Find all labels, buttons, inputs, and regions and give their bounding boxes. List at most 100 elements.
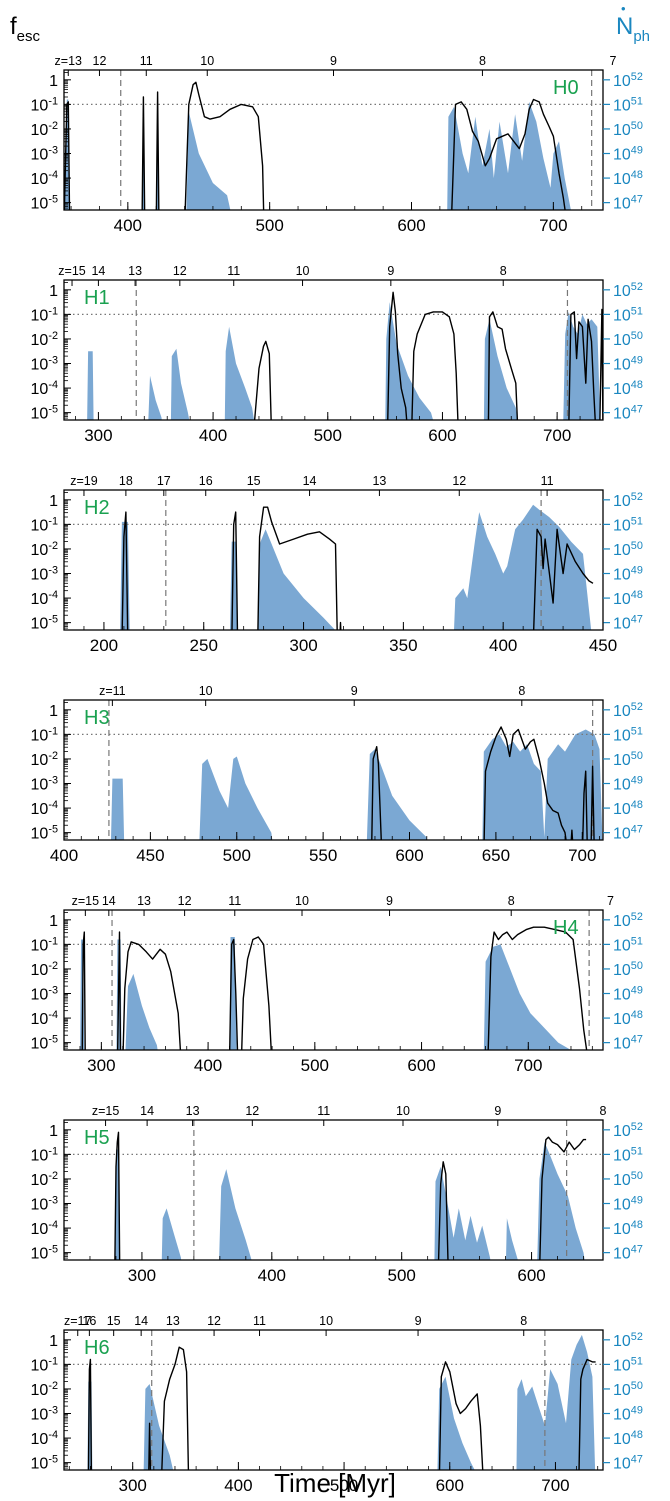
left-tick-label-exponent: -2 <box>48 540 58 552</box>
left-tick-label-exponent: -4 <box>48 379 58 391</box>
left-tick-label: 10-3 <box>31 1405 58 1424</box>
right-tick-label-exponent: 52 <box>631 911 643 923</box>
right-tick-label-base: 10 <box>613 406 631 423</box>
redshift-tick-label: 11 <box>140 54 153 68</box>
left-tick-label-exponent: -5 <box>48 1454 58 1466</box>
left-axis-title-subscript: esc <box>17 28 41 45</box>
left-tick-label: 10-3 <box>31 355 58 374</box>
redshift-tick-label: 9 <box>387 264 394 278</box>
nph-series-h5 <box>114 1142 585 1260</box>
redshift-tick-label: 9 <box>330 54 337 68</box>
nph-series-h6 <box>87 1334 596 1470</box>
x-axis-title: Time [Myr] <box>274 1468 396 1498</box>
left-tick-label: 10-3 <box>31 775 58 794</box>
left-tick-label: 1 <box>49 1123 58 1140</box>
x-tick-label: 300 <box>119 1476 147 1495</box>
redshift-tick-label: 16 <box>199 474 213 488</box>
right-tick-label-exponent: 51 <box>631 95 643 107</box>
x-tick-label: 500 <box>314 426 342 445</box>
left-tick-label: 10-3 <box>31 145 58 164</box>
right-tick-label: 1047 <box>613 1244 643 1263</box>
left-tick-label-base: 10 <box>31 1456 49 1473</box>
right-tick-label: 1048 <box>613 169 643 188</box>
plot-area-h5 <box>64 1120 603 1260</box>
left-tick-label: 10-4 <box>31 169 58 188</box>
x-tick-label: 600 <box>517 1266 545 1285</box>
right-tick-label: 1051 <box>613 1355 643 1374</box>
redshift-tick-label: 12 <box>452 474 466 488</box>
left-tick-label-base: 10 <box>31 307 49 324</box>
right-tick-label: 1051 <box>613 515 643 534</box>
left-tick-label-exponent: -4 <box>48 799 58 811</box>
x-tick-label: 350 <box>389 636 417 655</box>
right-tick-label-exponent: 47 <box>631 824 643 836</box>
redshift-tick-label: 10 <box>200 54 214 68</box>
right-tick-label: 1052 <box>613 1331 643 1350</box>
right-tick-label-base: 10 <box>613 542 631 559</box>
plot-area-h6 <box>64 1330 603 1470</box>
fesc-series-h2 <box>121 506 594 630</box>
plot-area-h4 <box>64 910 603 1050</box>
right-tick-label-exponent: 47 <box>631 1034 643 1046</box>
left-tick-label: 10-1 <box>31 515 58 534</box>
right-tick-label-base: 10 <box>613 1246 631 1263</box>
right-tick-label-exponent: 51 <box>631 1355 643 1367</box>
right-tick-label-base: 10 <box>613 1407 631 1424</box>
left-tick-label-exponent: -3 <box>48 355 58 367</box>
redshift-tick-label: z=15 <box>58 264 86 278</box>
redshift-tick-label: 10 <box>319 1314 333 1328</box>
right-tick-label-exponent: 50 <box>631 750 643 762</box>
x-tick-label: 600 <box>397 216 425 235</box>
left-tick-label-exponent: -1 <box>48 515 58 527</box>
right-tick-label-exponent: 48 <box>631 589 643 601</box>
left-tick-label-exponent: -2 <box>48 1170 58 1182</box>
right-tick-label-base: 10 <box>613 1036 631 1053</box>
left-tick-label-base: 10 <box>31 752 49 769</box>
left-tick-label: 1 <box>49 283 58 300</box>
right-tick-label-exponent: 52 <box>631 71 643 83</box>
redshift-tick-label: z=11 <box>99 684 126 698</box>
right-tick-label: 1049 <box>613 145 643 164</box>
left-tick-label-base: 10 <box>31 616 49 633</box>
left-tick-label-base: 10 <box>31 97 49 114</box>
left-tick-label-exponent: -3 <box>48 775 58 787</box>
left-tick-label-base: 10 <box>31 406 49 423</box>
left-tick-label-base: 10 <box>31 727 49 744</box>
x-tick-label: 700 <box>568 846 596 865</box>
right-tick-label: 1047 <box>613 824 643 843</box>
left-tick-label-base: 10 <box>31 122 49 139</box>
redshift-tick-label: 8 <box>518 684 525 698</box>
left-tick-label-exponent: -3 <box>48 985 58 997</box>
right-tick-label-exponent: 50 <box>631 330 643 342</box>
left-tick-label-exponent: -5 <box>48 824 58 836</box>
left-tick-label: 10-4 <box>31 799 58 818</box>
right-tick-label-exponent: 51 <box>631 725 643 737</box>
right-tick-label-exponent: 52 <box>631 1121 643 1133</box>
x-tick-label: 300 <box>289 636 317 655</box>
redshift-tick-label: 11 <box>227 264 240 278</box>
right-tick-label-exponent: 50 <box>631 1380 643 1392</box>
redshift-tick-label: 13 <box>137 894 151 908</box>
x-tick-label: 500 <box>387 1266 415 1285</box>
left-tick-label-base: 10 <box>31 1172 49 1189</box>
left-tick-label-exponent: -3 <box>48 145 58 157</box>
right-tick-label: 1047 <box>613 404 643 423</box>
left-tick-label-exponent: -2 <box>48 120 58 132</box>
redshift-tick-label: 14 <box>91 264 105 278</box>
left-tick-label-exponent: -5 <box>48 1034 58 1046</box>
left-tick-label-exponent: -5 <box>48 1244 58 1256</box>
redshift-tick-label: 14 <box>140 1104 154 1118</box>
right-tick-label-base: 10 <box>613 1221 631 1238</box>
left-tick-label-exponent: -3 <box>48 1405 58 1417</box>
left-tick-label: 10-2 <box>31 540 58 559</box>
right-tick-label: 1051 <box>613 725 643 744</box>
left-tick-label: 10-2 <box>31 750 58 769</box>
x-tick-label: 500 <box>330 1476 358 1495</box>
right-tick-label: 1048 <box>613 589 643 608</box>
redshift-tick-label: 13 <box>372 474 386 488</box>
halo-name-label: H5 <box>84 1127 110 1149</box>
right-tick-label-exponent: 47 <box>631 404 643 416</box>
left-tick-label: 10-4 <box>31 1429 58 1448</box>
left-tick-label-exponent: -2 <box>48 330 58 342</box>
